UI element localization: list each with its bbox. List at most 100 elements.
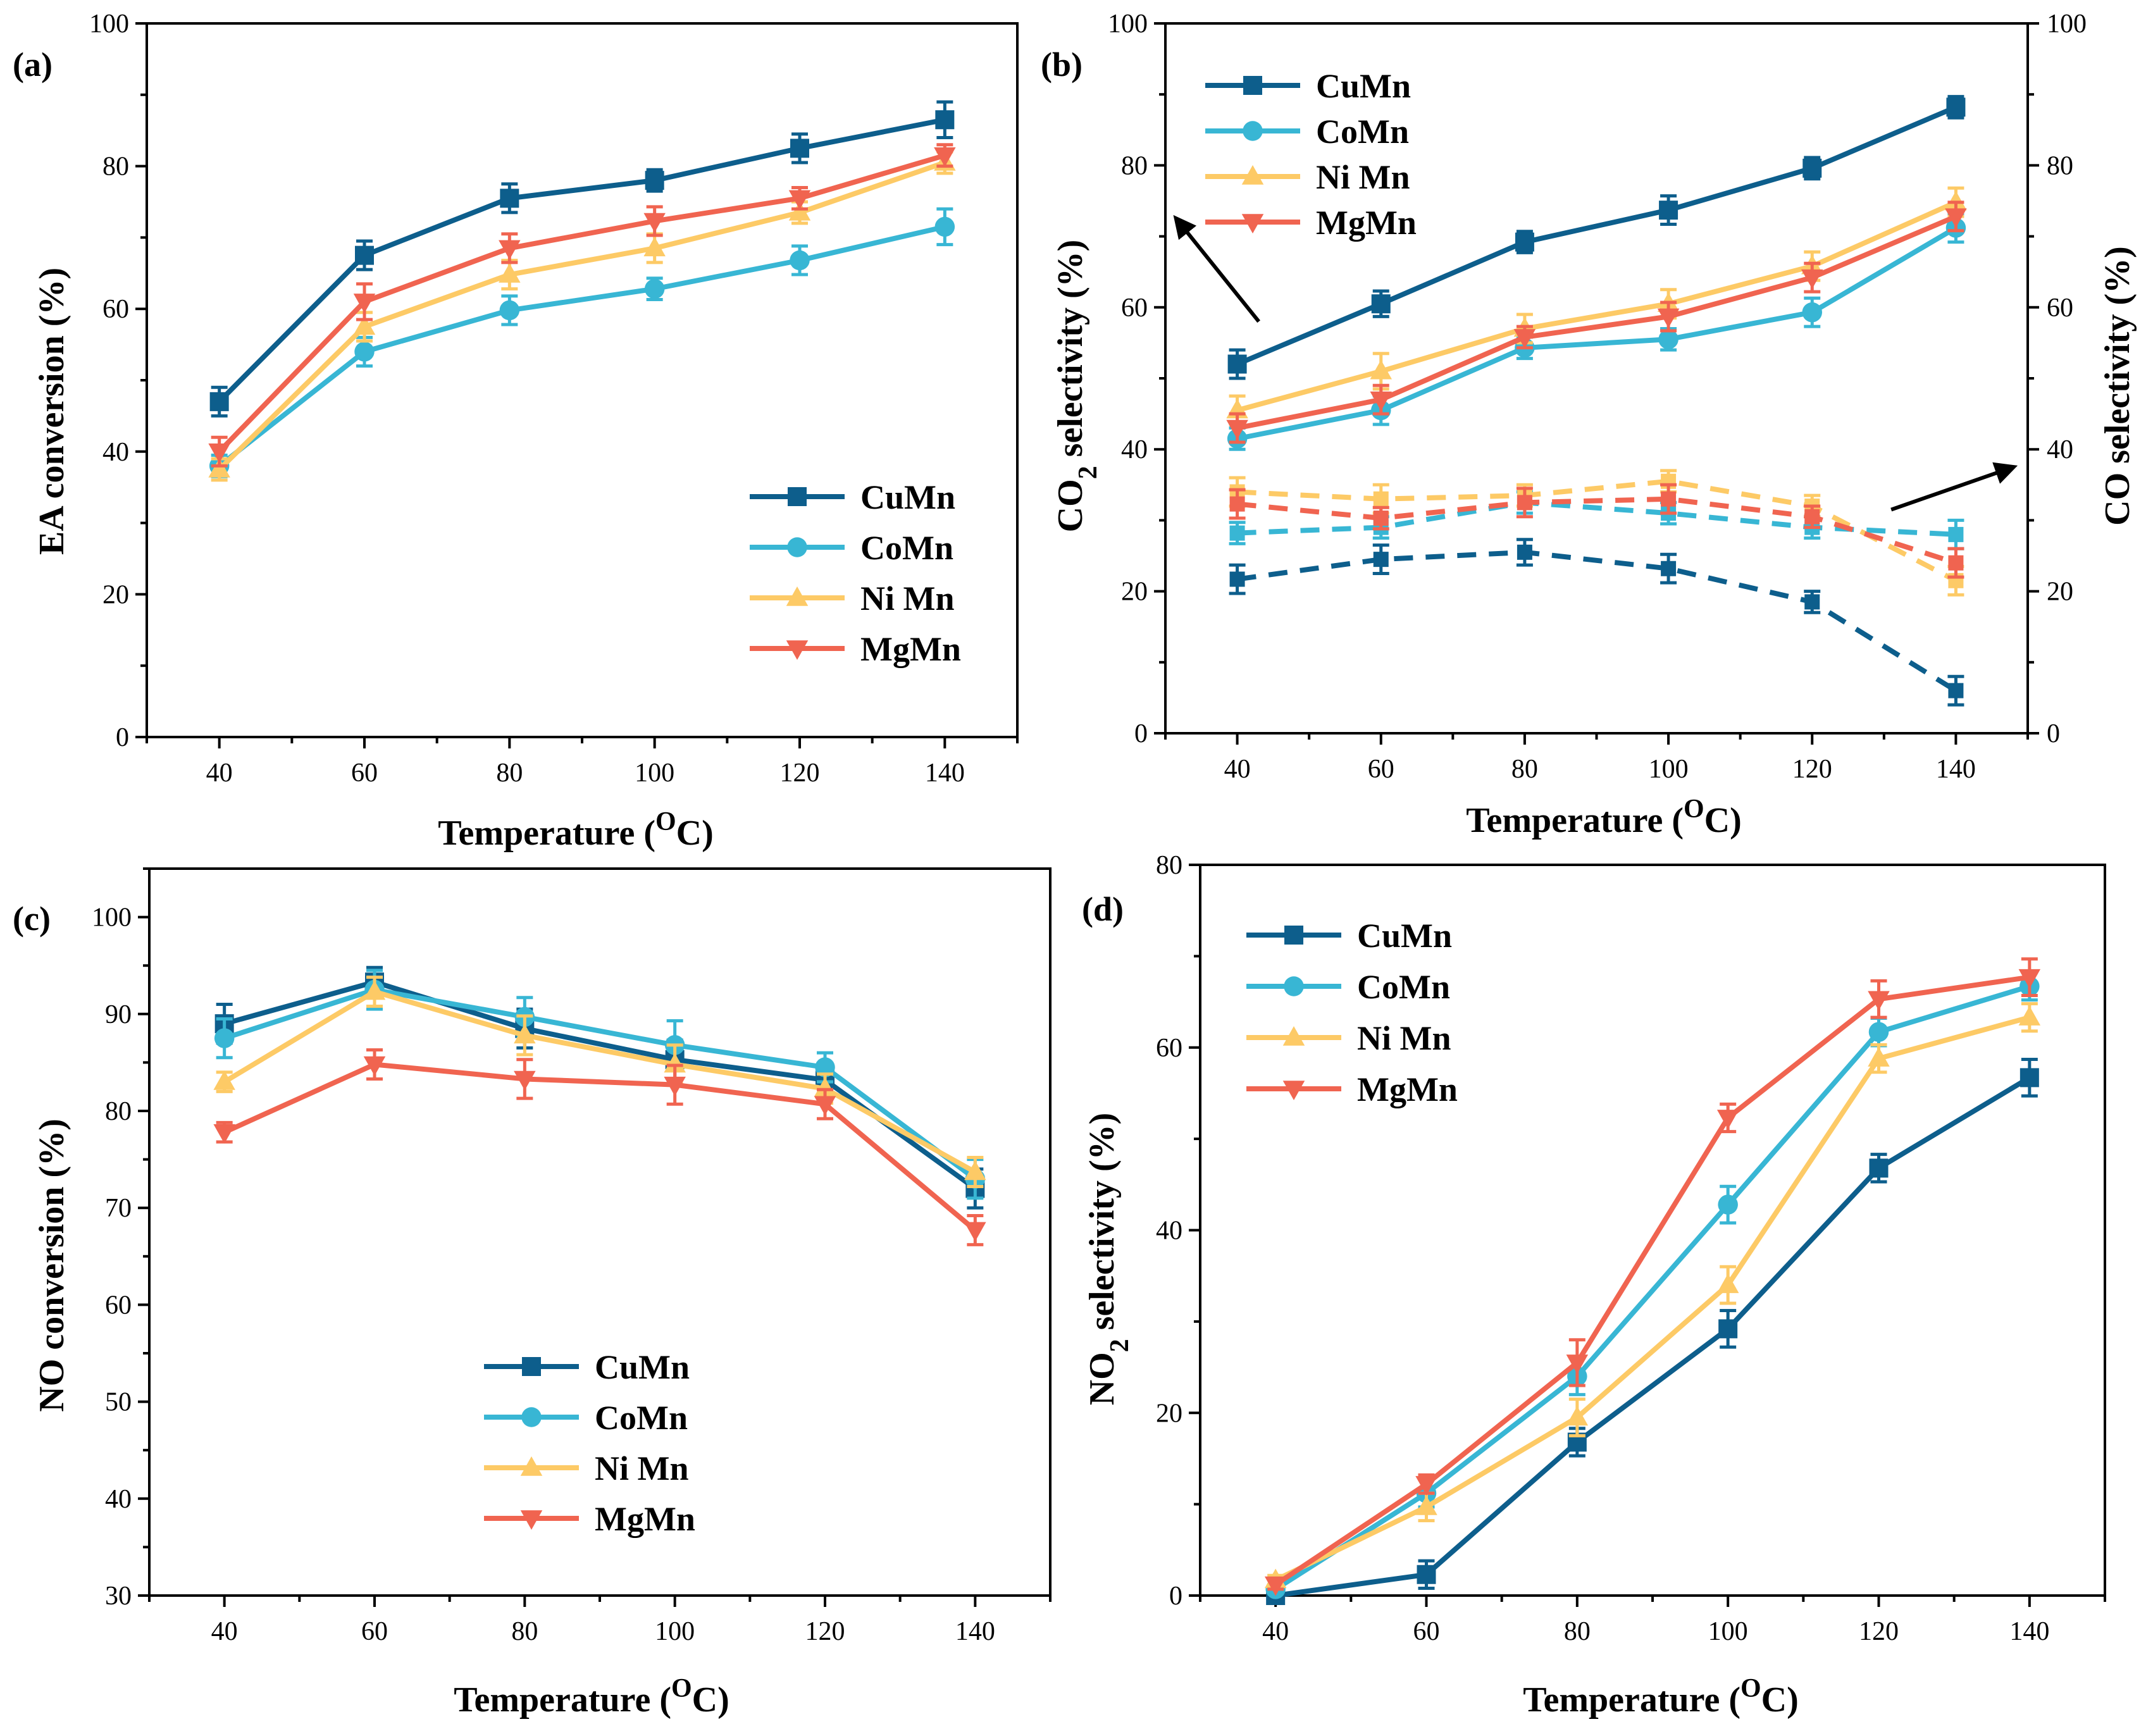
panel-a-x-label-main: Temperature (	[438, 814, 655, 853]
panel-b-y-tick-label-100: 100	[1108, 9, 1148, 39]
panel-a-nimn-point-60	[353, 315, 376, 335]
panel-d-cumn-point-120	[1869, 1158, 1889, 1178]
panel-b-left-y-label-suffix: selectivity (%)	[1051, 240, 1090, 466]
panel-c-comn-line	[223, 987, 977, 1181]
panel-d-mgmn-point-140	[2018, 969, 2041, 989]
panel-c-y-tick-label-60: 60	[105, 1291, 132, 1320]
panel-d-legend-label-cumn: CuMn	[1357, 917, 1452, 955]
panel-a-mgmn-point-120	[788, 190, 811, 210]
panel-b-mgmn-point-60	[1370, 391, 1392, 411]
panel-b-left-y-axis-label: CO2 selectivity (%)	[1051, 240, 1103, 533]
panel-b-co-cumn-point-140	[1948, 683, 1964, 698]
panel-b-comn-line	[1236, 225, 1958, 442]
panel-c-mgmn-point-40	[213, 1124, 235, 1144]
panel-b-co-cumn-point-80	[1517, 544, 1532, 560]
panel-c-x-label-main: Temperature (	[454, 1680, 671, 1720]
panel-b-y-tick-label-20: 20	[1121, 578, 1148, 607]
panel-b-left-y-label-sub: 2	[1074, 466, 1103, 479]
panel-d-y-axis-label: NO2 selectivity (%)	[1083, 1113, 1134, 1406]
panel-a-y-tick-label-60: 60	[102, 295, 129, 324]
panel-b-x-tick-label-140: 140	[1936, 755, 1976, 784]
panel-a-x-label-sup: O	[655, 807, 676, 836]
panel-d-nimn-point-100	[1716, 1274, 1739, 1293]
panel-d-nimn-line	[1274, 1015, 2030, 1583]
panel-d-x-tick-label-100: 100	[1708, 1617, 1748, 1646]
panel-c-nimn-point-80	[514, 1024, 536, 1044]
panel-a-comn-point-140	[934, 216, 955, 237]
panel-b-co-cumn-line	[1237, 549, 1958, 693]
panel-c-x-tick-label-120: 120	[805, 1617, 845, 1646]
panel-b-co-mgmn-point-100	[1661, 491, 1677, 507]
panel-d-x-label-sup: O	[1740, 1674, 1761, 1703]
panel-a-mgmn-point-80	[499, 240, 521, 260]
panel-d-x-tick-label-120: 120	[1859, 1617, 1899, 1646]
panel-a-cumn-point-120	[790, 139, 809, 158]
panel-d-nimn-point-80	[1566, 1406, 1589, 1426]
panel-c-x-label-sup: O	[671, 1674, 692, 1703]
panel-a-y-tick-label-0: 0	[116, 723, 129, 752]
panel-b-legend-label-nimn: Ni Mn	[1316, 158, 1410, 196]
panel-c-y-tick-label-50: 50	[105, 1388, 132, 1417]
panel-b-x-tick-label-40: 40	[1224, 755, 1251, 784]
panel-c-y-tick-label-100: 100	[92, 903, 132, 933]
panel-a-x-tick-label-140: 140	[925, 759, 965, 788]
panel-b-x-tick-label-120: 120	[1792, 755, 1832, 784]
panel-d-cumn-line	[1275, 1075, 2031, 1598]
panel-b-mgmn-point-80	[1513, 329, 1536, 349]
panel-d-comn-line	[1274, 984, 2030, 1592]
panel-b-comn-point-120	[1802, 302, 1822, 323]
panel-b-legend-marker-mgmn	[1241, 214, 1264, 233]
panel-d-mgmn-point-60	[1415, 1476, 1437, 1496]
panel-b-arrow-to-right-axis	[1890, 462, 2018, 512]
panel-a-nimn-point-40	[208, 458, 230, 478]
panel-b-legend-marker-nimn	[1241, 165, 1264, 185]
panel-b-y-tick-label-80: 80	[1121, 151, 1148, 180]
panel-c-nimn-line	[223, 989, 977, 1175]
panel-c-y-tick-label-30: 30	[105, 1582, 132, 1611]
panel-a-cumn-point-140	[935, 110, 955, 130]
panel-a-cumn-line	[217, 117, 946, 404]
panel-c-nimn-point-40	[213, 1070, 235, 1090]
panel-b-co-cumn-point-120	[1804, 594, 1820, 610]
panel-b-legend-marker-cumn	[1243, 76, 1262, 95]
panel-d-y-tick-label-60: 60	[1156, 1034, 1182, 1063]
panel-c-nimn-point-100	[664, 1053, 686, 1073]
panel-d-mgmn-point-80	[1566, 1355, 1589, 1374]
panel-c: (c) NO conversion (%) Temperature (OC) 4…	[13, 867, 1052, 1720]
panel-c-comn-point-40	[214, 1028, 235, 1048]
panel-c-nimn-point-60	[363, 980, 386, 1000]
panel-a-y-tick-label-100: 100	[89, 9, 129, 39]
panel-d-legend-marker-cumn	[1284, 926, 1303, 945]
panel-c-x-tick-label-80: 80	[511, 1617, 538, 1646]
panel-c-comn-point-120	[815, 1057, 835, 1077]
panel-a-x-axis-label: Temperature (OC)	[438, 807, 713, 853]
panel-a-y-tick-label-40: 40	[102, 438, 129, 467]
panel-c-legend-marker-cumn	[522, 1357, 541, 1376]
panel-d-cumn-point-140	[2020, 1068, 2039, 1088]
panel-b-mgmn-point-140	[1945, 208, 1967, 228]
panel-d-x-tick-label-40: 40	[1262, 1617, 1289, 1646]
panel-d-cumn-point-100	[1718, 1319, 1738, 1339]
panel-b-comn-point-100	[1658, 329, 1678, 350]
panel-b-x-axis-label: Temperature (OC)	[1466, 795, 1741, 840]
panel-c-legend-label-comn: CoMn	[595, 1399, 688, 1437]
panel-a-cumn-point-100	[645, 171, 664, 190]
panel-d-legend-label-mgmn: MgMn	[1357, 1070, 1458, 1108]
panel-b-mgmn-point-100	[1657, 308, 1680, 328]
panel-a-y-tick-label-20: 20	[102, 580, 129, 609]
panel-b-x-label-sup: O	[1684, 795, 1704, 824]
panel-b-co-comn-point-140	[1948, 526, 1964, 542]
panel-b-right-y-tick-label-20: 20	[2047, 578, 2073, 607]
panel-b-co-cumn-point-100	[1661, 561, 1677, 576]
panel-c-mgmn-point-80	[514, 1070, 536, 1091]
panel-d-cumn-point-80	[1567, 1432, 1587, 1452]
panel-c-nimn-point-120	[814, 1077, 836, 1097]
panel-d-plot-frame	[1199, 864, 2106, 1597]
panel-b-x-tick-label-60: 60	[1368, 755, 1394, 784]
panel-c-legend-marker-comn	[521, 1407, 542, 1427]
panel-a-mgmn-point-40	[208, 443, 230, 463]
panel-a-nimn-point-120	[788, 201, 811, 221]
panel-d-y-tick-label-0: 0	[1169, 1582, 1182, 1611]
panel-c-y-tick-label-80: 80	[105, 1097, 132, 1126]
